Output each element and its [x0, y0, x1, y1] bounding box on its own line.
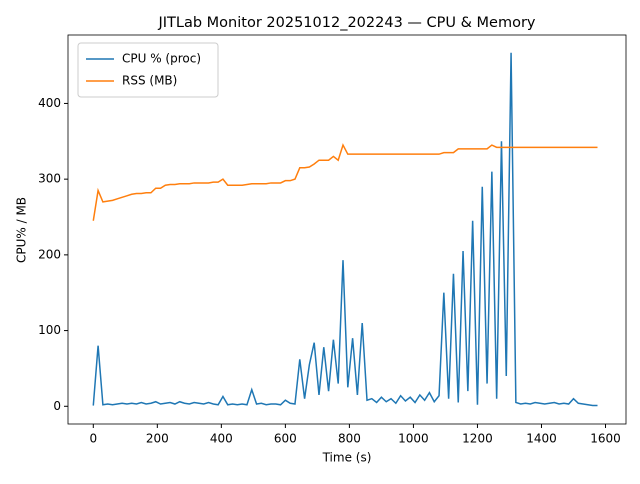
y-tick-label: 0: [53, 399, 61, 413]
legend: CPU % (proc) RSS (MB): [77, 42, 219, 98]
x-axis-label: Time (s): [322, 451, 372, 465]
y-tick-label: 400: [38, 96, 61, 110]
x-tick-label: 1000: [398, 432, 429, 446]
series-line: [92, 52, 598, 407]
y-tick-label: 100: [38, 323, 61, 337]
x-tick-label: 600: [274, 432, 297, 446]
x-tick-label: 0: [89, 432, 97, 446]
x-tick-label: 800: [338, 432, 361, 446]
legend-label: RSS (MB): [122, 74, 177, 88]
x-tick-label: 400: [210, 432, 233, 446]
x-tick-label: 200: [146, 432, 169, 446]
legend-label: CPU % (proc): [122, 52, 201, 66]
legend-box: [77, 42, 219, 98]
x-tick-label: 1200: [462, 432, 493, 446]
y-tick-label: 300: [38, 172, 61, 186]
x-tick-label: 1600: [590, 432, 621, 446]
series-line: [92, 143, 598, 221]
plot-frame: [67, 34, 627, 425]
y-axis-label: CPU% / MB: [15, 197, 29, 263]
y-tick-label: 200: [38, 247, 61, 261]
x-tick-label: 1400: [526, 432, 557, 446]
chart-title: JITLab Monitor 20251012_202243 — CPU & M…: [157, 15, 535, 31]
